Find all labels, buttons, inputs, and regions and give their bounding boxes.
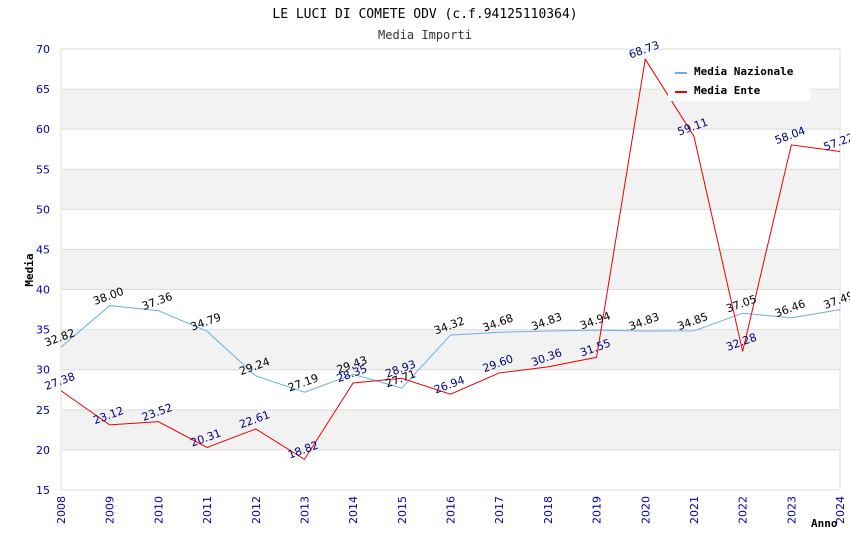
x-tick-label: 2017 <box>493 496 506 524</box>
grid-band <box>61 169 840 210</box>
y-tick-label: 15 <box>36 484 50 497</box>
legend-label-media-nazionale: Media Nazionale <box>694 65 794 78</box>
y-tick-label: 65 <box>36 83 50 96</box>
y-tick-label: 55 <box>36 163 50 176</box>
x-tick-label: 2022 <box>737 496 750 524</box>
x-tick-label: 2010 <box>152 496 165 524</box>
x-tick-label: 2018 <box>542 496 555 524</box>
legend-background <box>668 57 810 101</box>
x-tick-label: 2024 <box>834 496 847 524</box>
x-tick-label: 2020 <box>639 496 652 524</box>
x-tick-label: 2015 <box>396 496 409 524</box>
x-tick-label: 2008 <box>55 496 68 524</box>
x-tick-label: 2013 <box>298 496 311 524</box>
series-line-media-nazionale <box>60 305 841 393</box>
y-tick-label: 20 <box>36 444 50 457</box>
grid-band <box>61 329 840 370</box>
y-tick-label: 25 <box>36 404 50 417</box>
x-tick-label: 2014 <box>347 496 360 524</box>
series-line-media-ente <box>60 57 841 461</box>
chart-subtitle: Media Importi <box>378 28 472 42</box>
y-tick-label: 70 <box>36 43 50 56</box>
x-axis-label: Anno <box>811 517 838 530</box>
y-tick-label: 60 <box>36 123 50 136</box>
y-tick-label: 50 <box>36 203 50 216</box>
x-tick-label: 2019 <box>591 496 604 524</box>
grid-band <box>61 409 840 450</box>
y-axis-label: Media <box>23 253 36 286</box>
legend-label-media-ente: Media Ente <box>694 84 761 97</box>
y-tick-label: 30 <box>36 364 50 377</box>
x-tick-label: 2023 <box>785 496 798 524</box>
legend: Media Nazionale Media Ente <box>668 57 810 101</box>
x-tick-label: 2016 <box>445 496 458 524</box>
grid-band <box>61 249 840 290</box>
y-tick-label: 40 <box>36 284 50 297</box>
x-tick-label: 2012 <box>250 496 263 524</box>
x-tick-label: 2021 <box>688 496 701 524</box>
y-tick-label: 35 <box>36 324 50 337</box>
y-tick-label: 45 <box>36 243 50 256</box>
chart-title: LE LUCI DI COMETE ODV (c.f.94125110364) <box>272 7 577 22</box>
x-tick-label: 2009 <box>104 496 117 524</box>
x-tick-label: 2011 <box>201 496 214 524</box>
